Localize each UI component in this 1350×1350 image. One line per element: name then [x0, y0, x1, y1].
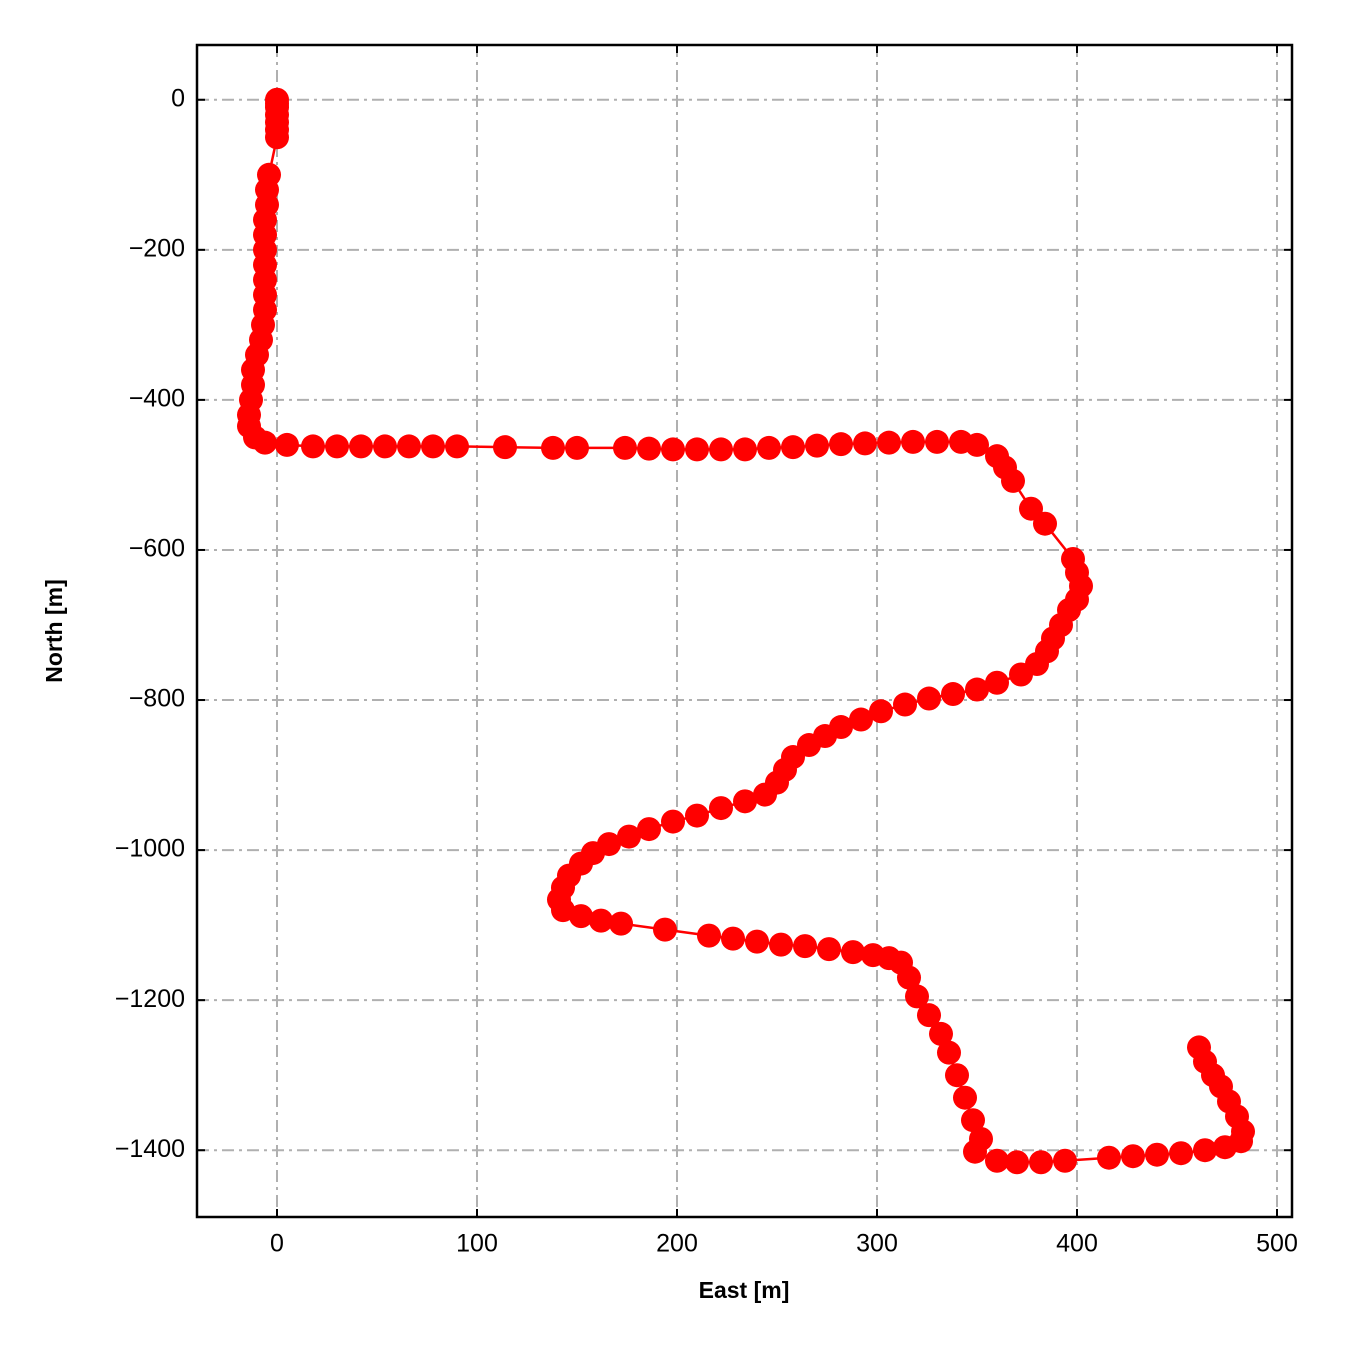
data-point: [565, 435, 589, 460]
x-tick-label: 0: [270, 1230, 284, 1258]
data-point: [325, 434, 349, 459]
data-point: [853, 431, 877, 456]
data-point: [961, 1108, 985, 1133]
data-point: [661, 809, 685, 834]
y-tick-label: 0: [171, 84, 185, 112]
data-point: [901, 429, 925, 454]
data-point: [253, 430, 277, 455]
data-point: [1033, 511, 1057, 536]
data-point: [893, 692, 917, 717]
data-point: [849, 707, 873, 732]
data-point: [953, 1085, 977, 1110]
data-point: [965, 677, 989, 702]
data-point: [685, 803, 709, 828]
x-tick-label: 100: [456, 1230, 498, 1258]
x-tick-label: 200: [656, 1230, 698, 1258]
data-point: [757, 435, 781, 460]
data-point: [1193, 1138, 1217, 1163]
data-point: [589, 908, 613, 933]
data-point: [445, 434, 469, 459]
y-tick-label: −800: [129, 685, 185, 713]
data-point: [897, 965, 921, 990]
data-point: [685, 437, 709, 462]
data-point: [397, 434, 421, 459]
data-point: [265, 125, 289, 150]
data-point: [945, 1063, 969, 1088]
data-point: [721, 926, 745, 951]
y-axis-label: North [m]: [41, 579, 67, 682]
data-point: [753, 782, 777, 807]
data-point: [1009, 662, 1033, 687]
y-tick-label: −200: [129, 234, 185, 262]
data-point: [963, 1139, 987, 1164]
data-point: [1019, 496, 1043, 521]
data-point: [541, 435, 565, 460]
data-point: [937, 1040, 961, 1065]
data-point: [1187, 1035, 1211, 1060]
data-point: [349, 434, 373, 459]
data-point: [733, 437, 757, 462]
data-point: [869, 699, 893, 724]
data-point: [569, 904, 593, 929]
data-point: [637, 817, 661, 842]
y-tick-label: −600: [129, 535, 185, 563]
data-point: [1053, 1148, 1077, 1173]
data-point: [1121, 1144, 1145, 1169]
data-point: [769, 932, 793, 957]
data-point: [985, 1148, 1009, 1173]
x-axis-label: East [m]: [699, 1277, 790, 1303]
data-point: [637, 436, 661, 461]
data-point: [609, 911, 633, 936]
data-point: [745, 929, 769, 954]
data-point: [841, 940, 865, 965]
y-tick-label: −1200: [115, 985, 185, 1013]
data-point: [805, 433, 829, 458]
data-point: [301, 434, 325, 459]
data-point: [709, 796, 733, 821]
y-tick-label: −400: [129, 385, 185, 413]
data-point: [917, 1003, 941, 1028]
data-point: [829, 432, 853, 457]
x-tick-label: 500: [1256, 1230, 1298, 1258]
data-point: [697, 923, 721, 948]
data-point: [929, 1021, 953, 1046]
y-tick-label: −1400: [115, 1135, 185, 1163]
data-point: [877, 430, 901, 455]
data-point: [905, 984, 929, 1009]
data-point: [709, 437, 733, 462]
data-point: [613, 435, 637, 460]
data-point: [985, 670, 1009, 695]
data-point: [1029, 1150, 1053, 1175]
data-point: [733, 789, 757, 814]
data-point: [617, 824, 641, 849]
data-point: [1001, 468, 1025, 493]
plot-frame: [195, 43, 1294, 1219]
data-point: [781, 435, 805, 460]
y-tick-label: −1000: [115, 835, 185, 863]
data-point: [941, 682, 965, 707]
data-point: [793, 934, 817, 959]
data-line: [247, 99, 1245, 1164]
data-point: [1169, 1141, 1193, 1166]
data-point: [661, 437, 685, 462]
x-tick-label: 300: [856, 1230, 898, 1258]
x-tick-label: 400: [1056, 1230, 1098, 1258]
data-point: [965, 432, 989, 457]
data-point: [1005, 1150, 1029, 1175]
data-point: [373, 434, 397, 459]
data-point: [653, 917, 677, 942]
data-point: [917, 686, 941, 711]
data-point: [275, 432, 299, 457]
data-point: [925, 429, 949, 454]
data-point: [493, 435, 517, 460]
data-point: [421, 434, 445, 459]
data-point: [1145, 1142, 1169, 1167]
data-point: [817, 937, 841, 962]
data-point: [1097, 1145, 1121, 1170]
